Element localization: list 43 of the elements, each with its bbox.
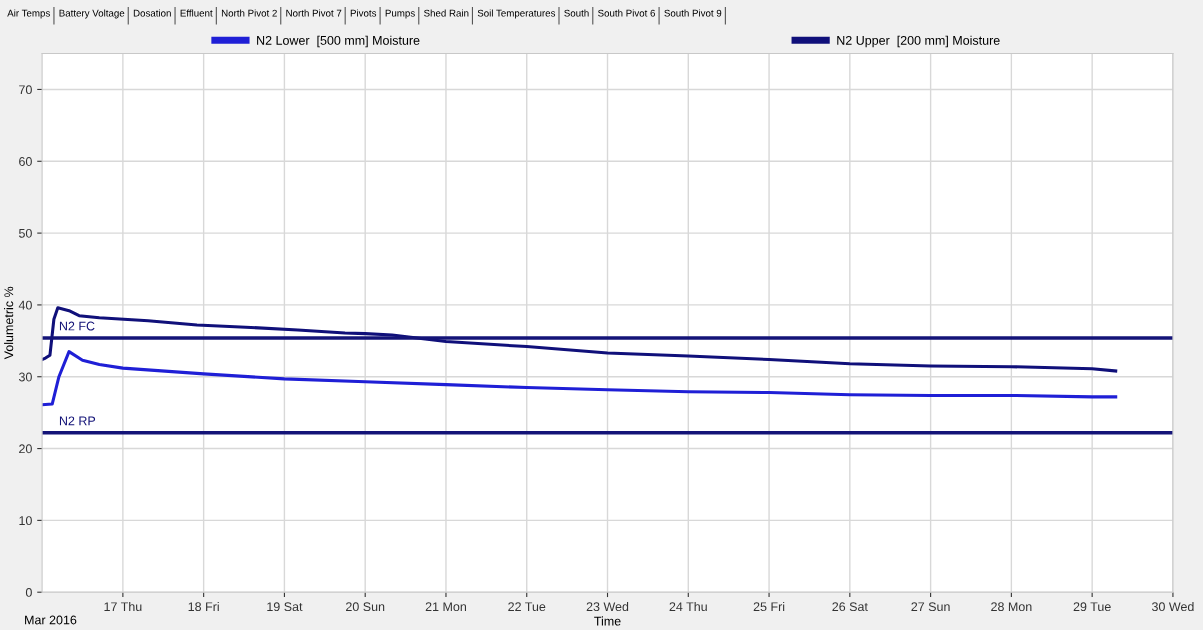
text: North Pivot 2 [221, 9, 277, 17]
x-tick-label: 27 Sun [911, 602, 950, 612]
text: Air Temps [7, 9, 50, 19]
ref-line-label: N2 RP [59, 416, 96, 426]
y-tick-label: 70 [19, 85, 32, 95]
y-tick-label: 10 [19, 516, 32, 526]
text: Shed Rain [424, 9, 469, 17]
x-tick-label: 24 Thu [669, 601, 707, 612]
x-tick-label: 23 Wed [586, 601, 629, 612]
ref-line-label: N2 FC [59, 321, 95, 331]
x-tick-label: 21 Mon [425, 602, 467, 612]
x-tick-label: 20 Sun [346, 602, 385, 612]
text: South Pivot 6 [598, 9, 655, 17]
text: North Pivot 7 [286, 9, 342, 17]
x-tick-label: 25 Fri [753, 601, 785, 612]
y-tick-label: 0 [25, 588, 32, 597]
x-axis-title: Time [594, 616, 621, 626]
x-tick-label: 29 Tue [1073, 602, 1111, 612]
legend-label: N2 Lower [500 mm] Moisture [257, 35, 420, 48]
y-axis-title: Volumetric % [4, 286, 14, 360]
x-tick-label: 18 Fri [188, 601, 219, 612]
text: Soil Temperatures [477, 9, 556, 19]
x-tick-label: 30 Wed [1151, 601, 1194, 612]
x-tick-label: 28 Mon [991, 602, 1032, 612]
y-tick-label: 30 [18, 372, 32, 382]
text: Pumps [385, 9, 415, 19]
x-tick-label: 19 Sat [267, 602, 303, 612]
y-tick-label: 60 [19, 157, 32, 166]
line-series [42, 350, 1118, 407]
x-tick-label: 22 Tue [508, 602, 546, 612]
text: Dosation [133, 9, 171, 17]
text: Mar 2016 [25, 615, 77, 625]
text: South Pivot 9 [664, 9, 722, 17]
y-tick-label: 50 [18, 228, 32, 238]
text: Battery Voltage [59, 9, 125, 19]
text: Effluent [180, 9, 213, 17]
y-tick-label: 20 [19, 444, 32, 454]
x-tick-label: 17 Thu [104, 601, 142, 612]
text: South [564, 9, 589, 17]
x-tick-label: 26 Sat [832, 602, 868, 612]
y-tick-label: 40 [18, 300, 32, 310]
text: Pivots [350, 9, 377, 17]
legend-label: N2 Upper [200 mm] Moisture [837, 35, 1000, 48]
